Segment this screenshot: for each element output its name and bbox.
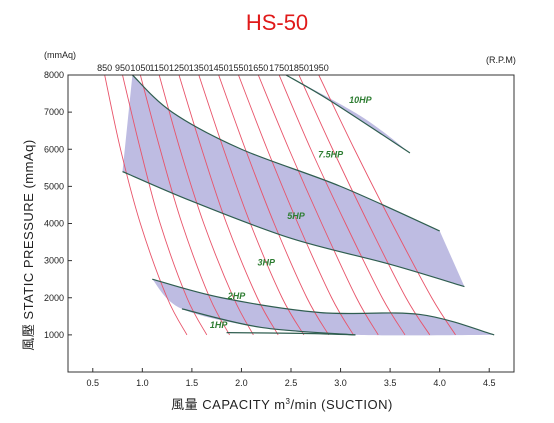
x-tick-label: 3.5 [384,378,397,388]
rpm-curve-1250 [178,75,279,336]
rpm-label-1050: 1050 [130,63,150,73]
y-tick-label: 5000 [44,181,64,191]
rpm-label-1350: 1350 [189,63,209,73]
rpm-label-1850: 1850 [289,63,309,73]
rpm-curve-1950 [318,75,456,336]
hp-curve-5HP [122,170,465,288]
x-tick-label: 1.5 [186,378,199,388]
axes: 0.5 1.0 1.5 2.0 2.5 3.0 3.5 4.0 4.5 1000 2000 3000 4… [44,70,515,388]
hp-curve-3HP [152,278,495,336]
hp-curves: 10HP 7.5HP 5HP 3HP 2HP 1HP [122,74,495,336]
rpm-curve-950 [122,75,208,336]
hp-curve-1HP [226,332,356,336]
rpm-label-1750: 1750 [269,63,289,73]
x-axis-title: 風量 CAPACITY m3/min (SUCTION) [171,397,393,412]
rpm-label-1950: 1950 [309,63,329,73]
y-tick-label: 1000 [44,330,64,340]
hp-label-5HP: 5HP [287,211,306,221]
rpm-curve-850 [104,75,188,336]
x-tick-label: 4.5 [483,378,496,388]
rpm-curve-1050 [139,75,230,336]
rpm-curve-1550 [238,75,354,336]
operating-band [152,279,495,336]
hp-curve-2HP [181,308,356,336]
y-tick-label: 4000 [44,219,64,229]
hp-label-1HP: 1HP [210,320,229,330]
x-axis-title-main: 風量 CAPACITY m [171,397,285,412]
rpm-curve-1650 [257,75,379,336]
rpm-label-1150: 1150 [150,63,169,73]
rpm-label-1450: 1450 [209,63,229,73]
rpm-label-950: 950 [115,63,130,73]
rpm-curve-1450 [218,75,330,336]
rpm-label-1650: 1650 [248,63,268,73]
hp-label-2HP: 2HP [227,291,247,301]
hp-label-10HP: 10HP [349,95,373,105]
hp-curve-10HP [285,74,411,154]
rpm-label-1550: 1550 [228,63,248,73]
x-tick-label: 2.0 [235,378,248,388]
operating-bands [122,75,495,336]
y-tick-label: 6000 [44,144,64,154]
x-axis-title-tail: /min (SUCTION) [290,397,392,412]
chart-title: HS-50 [246,10,308,35]
hp-label-7.5HP: 7.5HP [318,149,344,159]
rpm-curve-1850 [298,75,431,336]
y-tick-label: 2000 [44,293,64,303]
axis-labels: (mmAq) (R.P.M) 風壓 STATIC PRESSURE (mmAq)… [21,50,516,412]
rpm-curve-1750 [278,75,406,336]
x-tick-label: 1.0 [136,378,149,388]
y-axis-title: 風壓 STATIC PRESSURE (mmAq) [21,139,36,350]
rpm-curves [104,75,456,336]
hp-label-3HP: 3HP [257,257,276,267]
y-tick-label: 7000 [44,107,64,117]
y-unit-label: (mmAq) [44,50,76,60]
rpm-curve-1150 [158,75,254,336]
operating-band [122,75,465,287]
rpm-label-1250: 1250 [169,63,189,73]
hp-curve-7.5HP [132,74,440,232]
x-tick-label: 3.0 [334,378,347,388]
rpm-unit-label: (R.P.M) [486,55,516,65]
x-axis-title-superscript: 3 [286,397,291,406]
x-tick-label: 2.5 [285,378,298,388]
y-tick-label: 3000 [44,256,64,266]
y-tick-label: 8000 [44,70,64,80]
x-tick-label: 0.5 [87,378,100,388]
rpm-label-850: 850 [97,63,112,73]
x-tick-label: 4.0 [433,378,446,388]
